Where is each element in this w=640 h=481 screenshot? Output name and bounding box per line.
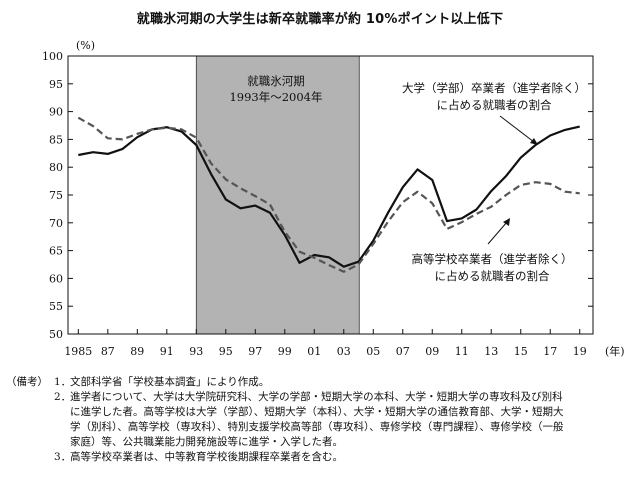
note-row: （備考） 1． 文部科学省「学校基本調査」により作成。 xyxy=(6,375,636,390)
x-tick-label: 07 xyxy=(396,345,410,358)
annotation-high-arrow xyxy=(487,221,508,245)
note-text: 文部科学省「学校基本調査」により作成。 xyxy=(70,376,270,388)
x-tick-label: 09 xyxy=(425,345,439,358)
note-text: 高等学校卒業者は、中等教育学校後期課程卒業者を含む。 xyxy=(70,451,343,463)
y-tick-label: 60 xyxy=(49,272,63,285)
note-number xyxy=(54,420,70,435)
x-axis-unit-label: (年) xyxy=(605,344,625,358)
x-tick-label: 1985 xyxy=(64,345,92,358)
notes-block: （備考） 1． 文部科学省「学校基本調査」により作成。 2． 進学者について、大学は大学… xyxy=(6,375,636,465)
x-tick-label: 03 xyxy=(337,345,351,358)
y-tick-label: 65 xyxy=(49,245,63,258)
y-tick-label: 50 xyxy=(49,328,63,341)
shaded-region-label-2: 1993年～2004年 xyxy=(229,90,322,104)
note-number xyxy=(54,435,70,450)
y-tick-label: 75 xyxy=(49,189,63,202)
line-chart: 50 55 60 65 70 75 80 85 90 95 100 1985 87 89 91 93 95 97… xyxy=(42,39,625,358)
note-number: 1． xyxy=(54,376,72,388)
notes-heading xyxy=(6,390,54,405)
note-row: 家庭）等、公共職業能力開発施設等に進学・入学した者。 xyxy=(6,435,636,450)
notes-heading xyxy=(6,405,54,420)
note-row: 3． 高等学校卒業者は、中等教育学校後期課程卒業者を含む。 xyxy=(6,450,636,465)
annotation-high-arrowhead xyxy=(503,218,510,226)
shaded-region-label-1: 就職氷河期 xyxy=(247,74,305,88)
note-number: 2． xyxy=(54,391,72,403)
x-tick-label: 11 xyxy=(455,345,469,358)
notes-heading xyxy=(6,435,54,450)
note-row: に進学した者。高等学校は大学（学部）、短期大学（本科）、大学・短期大学の通信教育… xyxy=(6,405,636,420)
note-number xyxy=(54,405,70,420)
x-tick-label: 99 xyxy=(278,345,292,358)
annotation-univ-line1: 大学（学部）卒業者（進学者除く） xyxy=(402,81,586,95)
x-tick-label: 97 xyxy=(248,345,262,358)
note-number: 3． xyxy=(54,451,72,463)
y-tick-label: 85 xyxy=(49,133,63,146)
note-row: 学（別科）、高等学校（専攻科）、特別支援学校高等部（専攻科）、専修学校（専門課程… xyxy=(6,420,636,435)
annotation-univ-arrow xyxy=(499,115,535,143)
note-text: に進学した者。高等学校は大学（学部）、短期大学（本科）、大学・短期大学の通信教育… xyxy=(70,406,564,418)
y-tick-label: 90 xyxy=(49,106,63,119)
y-tick-label: 55 xyxy=(49,300,63,313)
annotation-univ-arrowhead xyxy=(530,138,538,145)
note-text: 家庭）等、公共職業能力開発施設等に進学・入学した者。 xyxy=(70,436,343,448)
notes-heading: （備考） xyxy=(6,376,48,388)
y-tick-label: 95 xyxy=(49,78,63,91)
series-line-highschool xyxy=(77,116,580,273)
y-tick-label: 80 xyxy=(49,161,63,174)
notes-heading xyxy=(6,450,54,465)
x-tick-label: 19 xyxy=(573,345,587,358)
note-text: 進学者について、大学は大学院研究科、大学の学部・短期大学の本科、大学・短期大学の… xyxy=(70,391,563,403)
chart-title: 就職氷河期の大学生は新卒就職率が約 10%ポイント以上低下 xyxy=(136,12,504,27)
x-tick-label: 91 xyxy=(160,345,174,358)
note-text: 学（別科）、高等学校（専攻科）、特別支援学校高等部（専攻科）、専修学校（専門課程… xyxy=(70,421,564,433)
annotation-univ-line2: に占める就職者の割合 xyxy=(437,98,552,112)
x-tick-label: 17 xyxy=(543,345,557,358)
x-tick-label: 87 xyxy=(101,345,115,358)
y-axis-unit-label: (%) xyxy=(76,39,95,52)
y-tick-label: 100 xyxy=(42,50,63,63)
x-tick-label: 15 xyxy=(514,345,528,358)
x-tick-label: 01 xyxy=(307,345,321,358)
notes-heading xyxy=(6,420,54,435)
annotation-high-line1: 高等学校卒業者（進学者除く） xyxy=(412,252,573,266)
note-row: 2． 進学者について、大学は大学院研究科、大学の学部・短期大学の本科、大学・短期大… xyxy=(6,390,636,405)
x-tick-label: 93 xyxy=(189,345,203,358)
x-tick-label: 95 xyxy=(219,345,233,358)
y-tick-label: 70 xyxy=(49,217,63,230)
x-tick-label: 89 xyxy=(130,345,144,358)
x-tick-label: 05 xyxy=(366,345,380,358)
annotation-high-line2: に占める就職者の割合 xyxy=(435,269,550,283)
x-tick-label: 13 xyxy=(484,345,498,358)
